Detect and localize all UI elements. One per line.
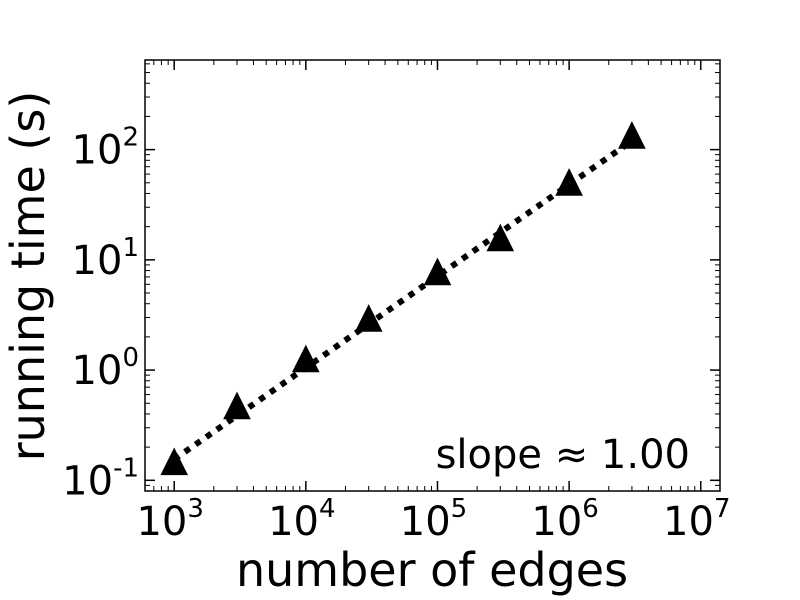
y-tick-exponent: 1 xyxy=(122,233,139,263)
x-tick-exponent: 5 xyxy=(451,494,468,524)
x-tick-label: 106 xyxy=(531,494,598,545)
plot-frame xyxy=(144,59,721,492)
x-tick-exponent: 4 xyxy=(319,494,336,524)
y-tick-label: 10-1 xyxy=(62,453,139,504)
x-axis-title: number of edges xyxy=(236,543,628,597)
x-tick-base: 10 xyxy=(400,499,451,545)
x-tick-exponent: 3 xyxy=(187,494,204,524)
data-point-triangle xyxy=(423,257,452,286)
x-tick-label: 103 xyxy=(136,494,203,545)
data-point-triangle xyxy=(486,223,515,252)
x-axis-tick-labels: 103 104 105 106 107 xyxy=(136,494,730,545)
y-tick-base: 10 xyxy=(62,458,113,504)
y-tick-base: 10 xyxy=(72,238,123,284)
y-tick-label: 101 xyxy=(72,233,139,284)
data-point-triangle xyxy=(555,168,583,196)
data-point-triangle xyxy=(223,391,251,420)
x-tick-base: 10 xyxy=(531,499,582,545)
y-axis-title: running time (s) xyxy=(1,91,55,462)
y-tick-exponent: 2 xyxy=(122,123,139,153)
x-tick-exponent: 6 xyxy=(582,494,599,524)
x-tick-exponent: 7 xyxy=(714,494,731,524)
x-axis-ticks xyxy=(153,60,702,491)
x-tick-label: 107 xyxy=(663,494,730,545)
x-tick-label: 105 xyxy=(400,494,467,545)
data-point-triangle xyxy=(354,304,383,332)
x-tick-label: 104 xyxy=(268,494,335,545)
y-tick-exponent: 0 xyxy=(122,343,139,373)
y-tick-exponent: -1 xyxy=(113,453,139,483)
data-point-triangle xyxy=(291,344,320,373)
x-tick-base: 10 xyxy=(136,499,187,545)
data-point-triangle xyxy=(618,121,646,149)
y-tick-label: 102 xyxy=(72,123,139,174)
y-tick-base: 10 xyxy=(72,348,123,394)
y-axis-ticks xyxy=(145,63,720,486)
slope-annotation: slope ≈ 1.00 xyxy=(436,432,690,478)
data-markers xyxy=(160,121,646,476)
y-tick-label: 100 xyxy=(72,343,139,394)
data-point-triangle xyxy=(160,447,189,476)
x-tick-base: 10 xyxy=(268,499,319,545)
x-tick-base: 10 xyxy=(663,499,714,545)
fit-line xyxy=(172,138,634,462)
y-tick-base: 10 xyxy=(72,128,123,174)
